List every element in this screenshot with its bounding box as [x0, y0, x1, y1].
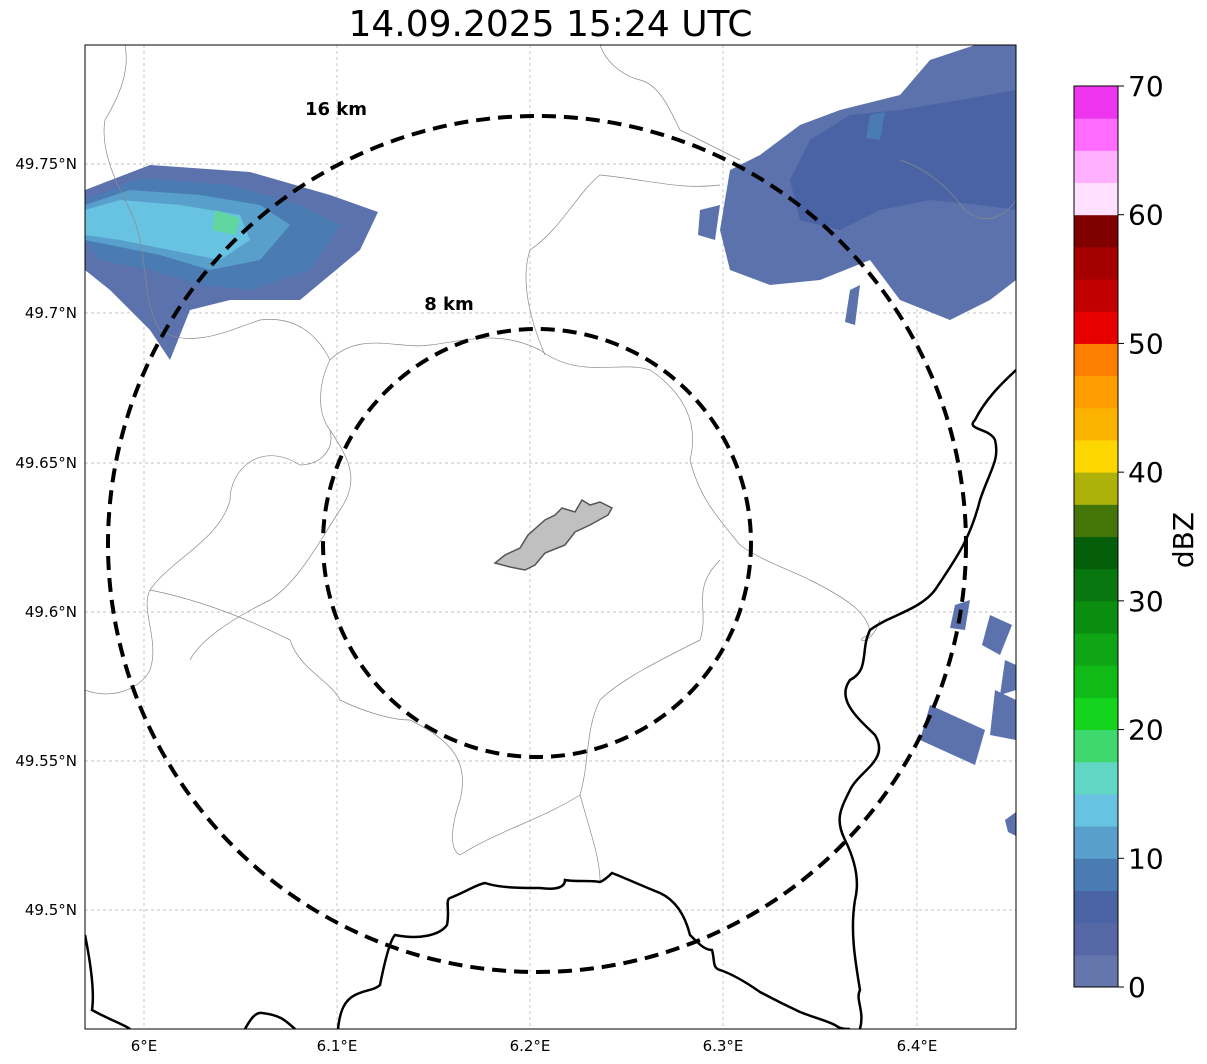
colorbar-segment [1074, 246, 1118, 280]
map-border [84, 44, 1017, 1030]
colorbar-border [1073, 85, 1119, 988]
colorbar-tick-label: 20 [1128, 714, 1164, 747]
lon-tick-label: 6.1°E [317, 1037, 358, 1055]
colorbar-segment [1074, 86, 1118, 119]
lon-tick-label: 6°E [131, 1037, 158, 1055]
colorbar-tick-label: 50 [1128, 327, 1164, 360]
colorbar [1073, 85, 1119, 988]
lat-tick-label: 49.65°N [15, 454, 77, 472]
lat-tick-label: 49.75°N [15, 155, 77, 173]
ring-label-8km: 8 km [424, 294, 474, 315]
colorbar-segment [1074, 504, 1118, 537]
colorbar-segment [1074, 761, 1118, 795]
colorbar-tick-label: 30 [1128, 585, 1164, 618]
colorbar-segment [1074, 150, 1118, 184]
colorbar-segment [1074, 729, 1118, 763]
colorbar-segment [1074, 697, 1118, 731]
colorbar-segment [1074, 890, 1118, 924]
colorbar-segment [1074, 182, 1118, 216]
radar-echo-northeast [698, 45, 1016, 325]
colorbar-segment [1074, 375, 1118, 409]
ring-label-16km: 16 km [305, 99, 367, 120]
colorbar-segment [1074, 826, 1118, 859]
colorbar-segment [1074, 214, 1118, 248]
colorbar-tick-label: 0 [1128, 971, 1146, 1004]
lat-tick-label: 49.7°N [25, 304, 77, 322]
colorbar-tick-label: 40 [1128, 456, 1164, 489]
colorbar-segment [1074, 439, 1118, 473]
lat-tick-label: 49.5°N [25, 901, 77, 919]
national-borders [85, 369, 1016, 1029]
colorbar-segment [1074, 954, 1118, 988]
colorbar-segment [1074, 568, 1118, 602]
lat-tick-label: 49.6°N [25, 603, 77, 621]
chart-title: 14.09.2025 15:24 UTC [348, 4, 753, 45]
lon-tick-labels: 6°E 6.1°E 6.2°E 6.3°E 6.4°E [131, 1037, 938, 1055]
colorbar-segment [1074, 311, 1118, 344]
lon-tick-label: 6.4°E [897, 1037, 938, 1055]
colorbar-segment [1074, 922, 1118, 956]
radar-echo-east [920, 600, 1016, 836]
colorbar-segment [1074, 279, 1118, 312]
colorbar-segment [1074, 858, 1118, 891]
city-area [493, 498, 614, 571]
colorbar-segment [1074, 793, 1118, 827]
colorbar-title: dBZ [1167, 512, 1200, 568]
lon-tick-label: 6.2°E [510, 1037, 551, 1055]
admin-boundaries [85, 45, 1016, 881]
colorbar-segment [1074, 536, 1118, 570]
colorbar-segment [1074, 407, 1118, 441]
radar-echo-northwest [85, 165, 378, 360]
colorbar-tick-label: 60 [1128, 199, 1164, 232]
lon-tick-label: 6.3°E [703, 1037, 744, 1055]
colorbar-tick-label: 70 [1128, 70, 1164, 103]
range-ring-16km [106, 114, 968, 974]
range-ring-8km [321, 327, 753, 759]
colorbar-tick-label: 10 [1128, 842, 1164, 875]
colorbar-segment [1074, 633, 1118, 666]
colorbar-ticks: 0 10 20 30 40 50 60 70 [1118, 70, 1164, 1004]
colorbar-segment [1074, 665, 1118, 698]
lat-tick-label: 49.55°N [15, 752, 77, 770]
lat-tick-labels: 49.75°N 49.7°N 49.65°N 49.6°N 49.55°N 49… [15, 155, 77, 919]
colorbar-segment [1074, 472, 1118, 505]
colorbar-segment [1074, 343, 1118, 377]
colorbar-segment [1074, 600, 1118, 634]
colorbar-segment [1074, 118, 1118, 151]
